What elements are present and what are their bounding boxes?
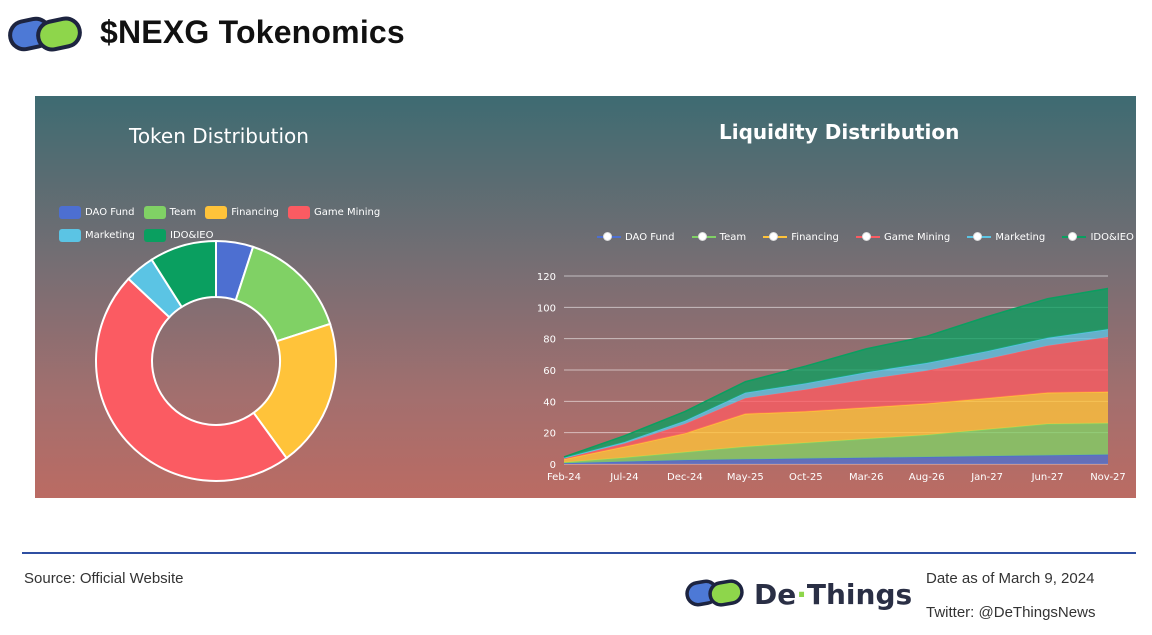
donut-slice-ido-ieo[interactable] xyxy=(150,239,217,309)
legend-label: Marketing xyxy=(85,230,135,241)
x-tick-label: Aug-26 xyxy=(909,472,945,483)
x-tick-label: Jul-24 xyxy=(609,472,638,483)
twitter-handle[interactable]: Twitter: @DeThingsNews xyxy=(926,604,1096,621)
donut-slice-team[interactable] xyxy=(234,245,332,343)
header: $NEXG Tokenomics xyxy=(0,0,1152,80)
donut-slice-game-mining[interactable] xyxy=(95,277,288,482)
x-tick-label: Jun-27 xyxy=(1031,472,1064,483)
legend-label: Financing xyxy=(791,231,839,243)
legend-swatch xyxy=(144,229,167,242)
brand-name: De·Things xyxy=(754,577,913,611)
legend-marker xyxy=(691,231,716,243)
legend-marker xyxy=(763,231,788,243)
x-tick-label: Nov-27 xyxy=(1090,472,1126,483)
legend-swatch xyxy=(288,206,311,219)
legend-swatch xyxy=(205,206,228,219)
area-series-ido-ieo[interactable] xyxy=(564,288,1108,458)
legend-item-dao-fund[interactable]: DAO Fund xyxy=(59,206,134,219)
page-title: $NEXG Tokenomics xyxy=(100,14,405,50)
legend-marker xyxy=(967,231,992,243)
legend-label: Team xyxy=(719,231,747,243)
area-series-marketing[interactable] xyxy=(564,329,1108,459)
legend-item-ido-ieo[interactable]: IDO&IEO xyxy=(1062,231,1134,243)
area-chart: 0 20 40 60 80 100 120 Feb-24 Jul-24 Dec-24 May-25 O… xyxy=(537,272,1126,483)
x-tick-label: Oct-25 xyxy=(789,472,823,483)
source-note: Source: Official Website xyxy=(24,570,184,587)
legend-swatch xyxy=(143,206,166,219)
charts-panel: Token Distribution Liquidity Distributio… xyxy=(35,96,1136,498)
dethings-brand[interactable]: De·Things xyxy=(684,574,912,614)
donut-legend: DAO Fund Team Financing Game Mining Mark… xyxy=(59,206,389,252)
y-tick-label: 60 xyxy=(543,366,556,377)
y-tick-label: 40 xyxy=(543,397,556,408)
x-tick-label: Feb-24 xyxy=(547,472,581,483)
legend-marker xyxy=(1062,231,1087,243)
legend-item-dao-fund[interactable]: DAO Fund xyxy=(597,231,674,243)
date-note: Date as of March 9, 2024 xyxy=(926,570,1095,587)
legend-label: DAO Fund xyxy=(625,231,675,243)
legend-marker xyxy=(597,231,621,243)
legend-label: IDO&IEO xyxy=(170,230,214,241)
legend-label: IDO&IEO xyxy=(1090,231,1134,243)
legend-label: Game Mining xyxy=(884,231,951,243)
legend-marker xyxy=(856,231,881,243)
legend-swatch xyxy=(59,206,81,219)
area-chart-title: Liquidity Distribution xyxy=(719,120,960,144)
y-tick-label: 20 xyxy=(543,429,556,440)
area-series-financing[interactable] xyxy=(564,391,1108,463)
x-tick-label: Mar-26 xyxy=(849,472,884,483)
legend-label: DAO Fund xyxy=(85,207,135,218)
x-tick-label: Dec-24 xyxy=(667,472,703,483)
legend-label: Game Mining xyxy=(314,207,381,218)
legend-item-financing[interactable]: Financing xyxy=(205,206,279,219)
area-legend: DAO Fund Team Financing Game Mining Mark… xyxy=(597,231,1136,246)
legend-item-game-mining[interactable]: Game Mining xyxy=(856,231,950,243)
legend-label: Marketing xyxy=(995,231,1046,243)
x-tick-label: Jan-27 xyxy=(970,472,1003,483)
series-line xyxy=(563,328,1109,459)
dethings-logo-icon xyxy=(685,579,744,607)
nexg-logo-icon xyxy=(8,16,82,52)
legend-swatch xyxy=(59,229,81,242)
legend-item-game-mining[interactable]: Game Mining xyxy=(288,206,380,219)
legend-item-team[interactable]: Team xyxy=(691,231,747,243)
y-tick-label: 100 xyxy=(537,303,556,314)
legend-item-financing[interactable]: Financing xyxy=(763,231,839,243)
legend-item-ido-ieo[interactable]: IDO&IEO xyxy=(144,229,214,242)
legend-label: Team xyxy=(169,207,197,218)
footer-divider xyxy=(22,552,1136,554)
y-tick-label: 120 xyxy=(537,272,556,283)
series-line xyxy=(563,391,1109,461)
legend-item-team[interactable]: Team xyxy=(143,206,197,219)
y-tick-label: 0 xyxy=(550,460,556,471)
area-series-team[interactable] xyxy=(564,423,1108,464)
donut-chart xyxy=(95,239,337,482)
donut-chart-title: Token Distribution xyxy=(129,124,309,148)
area-series-game-mining[interactable] xyxy=(564,337,1108,460)
x-tick-label: May-25 xyxy=(727,472,764,483)
legend-item-marketing[interactable]: Marketing xyxy=(59,229,135,242)
legend-item-marketing[interactable]: Marketing xyxy=(967,231,1045,243)
series-line xyxy=(563,287,1109,458)
legend-label: Financing xyxy=(231,207,279,218)
y-tick-label: 80 xyxy=(543,335,556,346)
